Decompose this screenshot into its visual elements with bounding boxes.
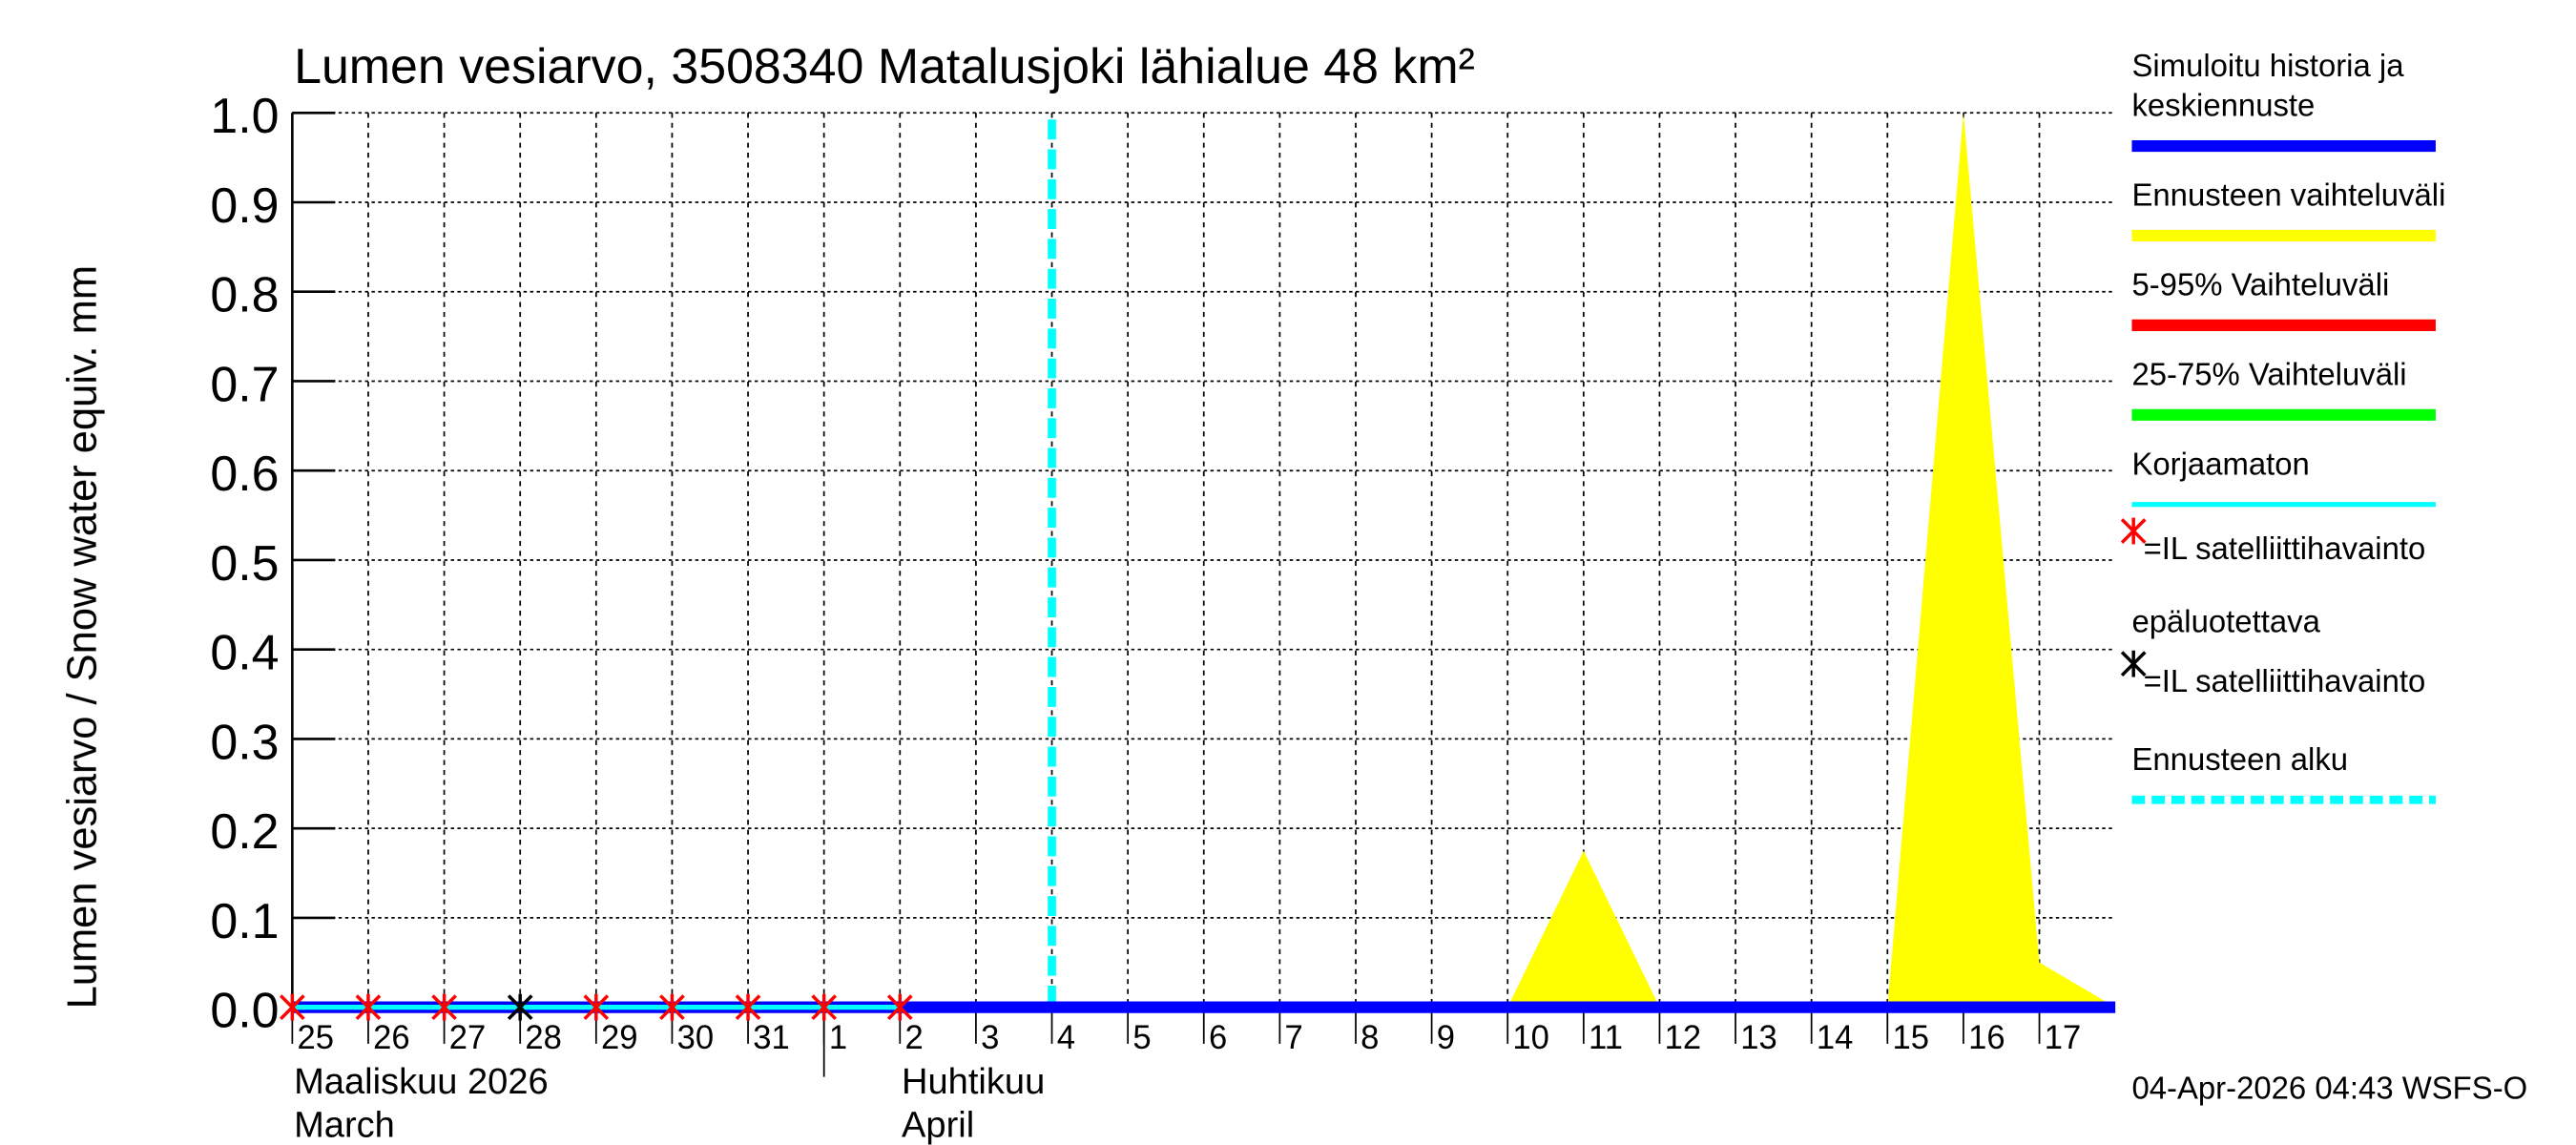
satellite-obs-marker <box>811 993 838 1021</box>
y-tick-label: 0.7 <box>210 357 279 412</box>
legend-label: =IL satelliittihavainto <box>2144 531 2426 566</box>
y-tick-label: 0.0 <box>210 983 279 1038</box>
legend-label: 25-75% Vaihteluväli <box>2131 356 2406 391</box>
y-tick-label: 0.9 <box>210 178 279 234</box>
month-label: Huhtikuu <box>902 1061 1045 1102</box>
chart-title: Lumen vesiarvo, 3508340 Matalusjoki lähi… <box>294 39 1475 94</box>
x-tick-label: 8 <box>1361 1020 1379 1056</box>
satellite-obs-marker <box>583 993 610 1021</box>
legend-label: Ennusteen vaihteluväli <box>2131 177 2445 213</box>
satellite-obs-marker <box>735 993 761 1021</box>
timestamp-footer: 04-Apr-2026 04:43 WSFS-O <box>2131 1070 2527 1105</box>
x-tick-label: 31 <box>753 1020 790 1056</box>
month-label: Maaliskuu 2026 <box>294 1061 549 1102</box>
satellite-obs-marker <box>355 993 382 1021</box>
x-tick-label: 17 <box>2045 1020 2082 1056</box>
legend-star-icon <box>2120 517 2147 545</box>
x-tick-label: 6 <box>1209 1020 1227 1056</box>
legend-label: keskiennuste <box>2131 88 2315 123</box>
y-tick-label: 0.5 <box>210 536 279 592</box>
x-tick-label: 12 <box>1665 1020 1702 1056</box>
y-tick-label: 0.1 <box>210 894 279 949</box>
x-tick-label: 28 <box>525 1020 562 1056</box>
y-tick-label: 1.0 <box>210 89 279 144</box>
legend-star-icon <box>2120 650 2147 677</box>
x-tick-label: 14 <box>1817 1020 1854 1056</box>
y-tick-label: 0.4 <box>210 625 279 680</box>
x-tick-label: 29 <box>601 1020 638 1056</box>
y-tick-label: 0.2 <box>210 804 279 860</box>
satellite-obs-marker <box>280 993 305 1021</box>
x-tick-label: 16 <box>1968 1020 2005 1056</box>
x-tick-label: 2 <box>904 1020 923 1056</box>
legend-label: =IL satelliittihavainto <box>2144 663 2426 698</box>
satellite-obs-marker <box>886 993 913 1021</box>
x-tick-label: 7 <box>1285 1020 1303 1056</box>
satellite-obs-marker <box>431 993 457 1021</box>
x-tick-label: 11 <box>1589 1020 1623 1056</box>
x-tick-label: 25 <box>298 1020 335 1056</box>
legend-label: 5-95% Vaihteluväli <box>2131 266 2389 302</box>
y-tick-label: 0.6 <box>210 447 279 502</box>
x-tick-label: 15 <box>1892 1020 1929 1056</box>
x-tick-label: 10 <box>1512 1020 1549 1056</box>
legend-label: Simuloitu historia ja <box>2131 48 2404 83</box>
x-tick-label: 9 <box>1437 1020 1455 1056</box>
y-tick-label: 0.8 <box>210 267 279 323</box>
satellite-obs-marker <box>659 993 685 1021</box>
legend-label: Korjaamaton <box>2131 446 2309 481</box>
x-tick-label: 5 <box>1132 1020 1151 1056</box>
forecast-range-area <box>292 113 2116 1008</box>
x-tick-label: 3 <box>981 1020 999 1056</box>
y-axis-label: Lumen vesiarvo / Snow water equiv. mm <box>59 265 105 1009</box>
month-label-en: March <box>294 1104 395 1145</box>
x-tick-label: 1 <box>829 1020 847 1056</box>
x-tick-label: 13 <box>1740 1020 1777 1056</box>
x-tick-label: 4 <box>1057 1020 1075 1056</box>
x-tick-label: 30 <box>677 1020 715 1056</box>
x-tick-label: 27 <box>449 1020 487 1056</box>
y-tick-label: 0.3 <box>210 715 279 770</box>
x-tick-label: 26 <box>373 1020 410 1056</box>
legend-label: epäluotettava <box>2131 604 2320 639</box>
unreliable-satellite-obs-marker <box>507 993 533 1021</box>
legend-label: Ennusteen alku <box>2131 741 2348 777</box>
month-label-en: April <box>902 1104 974 1145</box>
